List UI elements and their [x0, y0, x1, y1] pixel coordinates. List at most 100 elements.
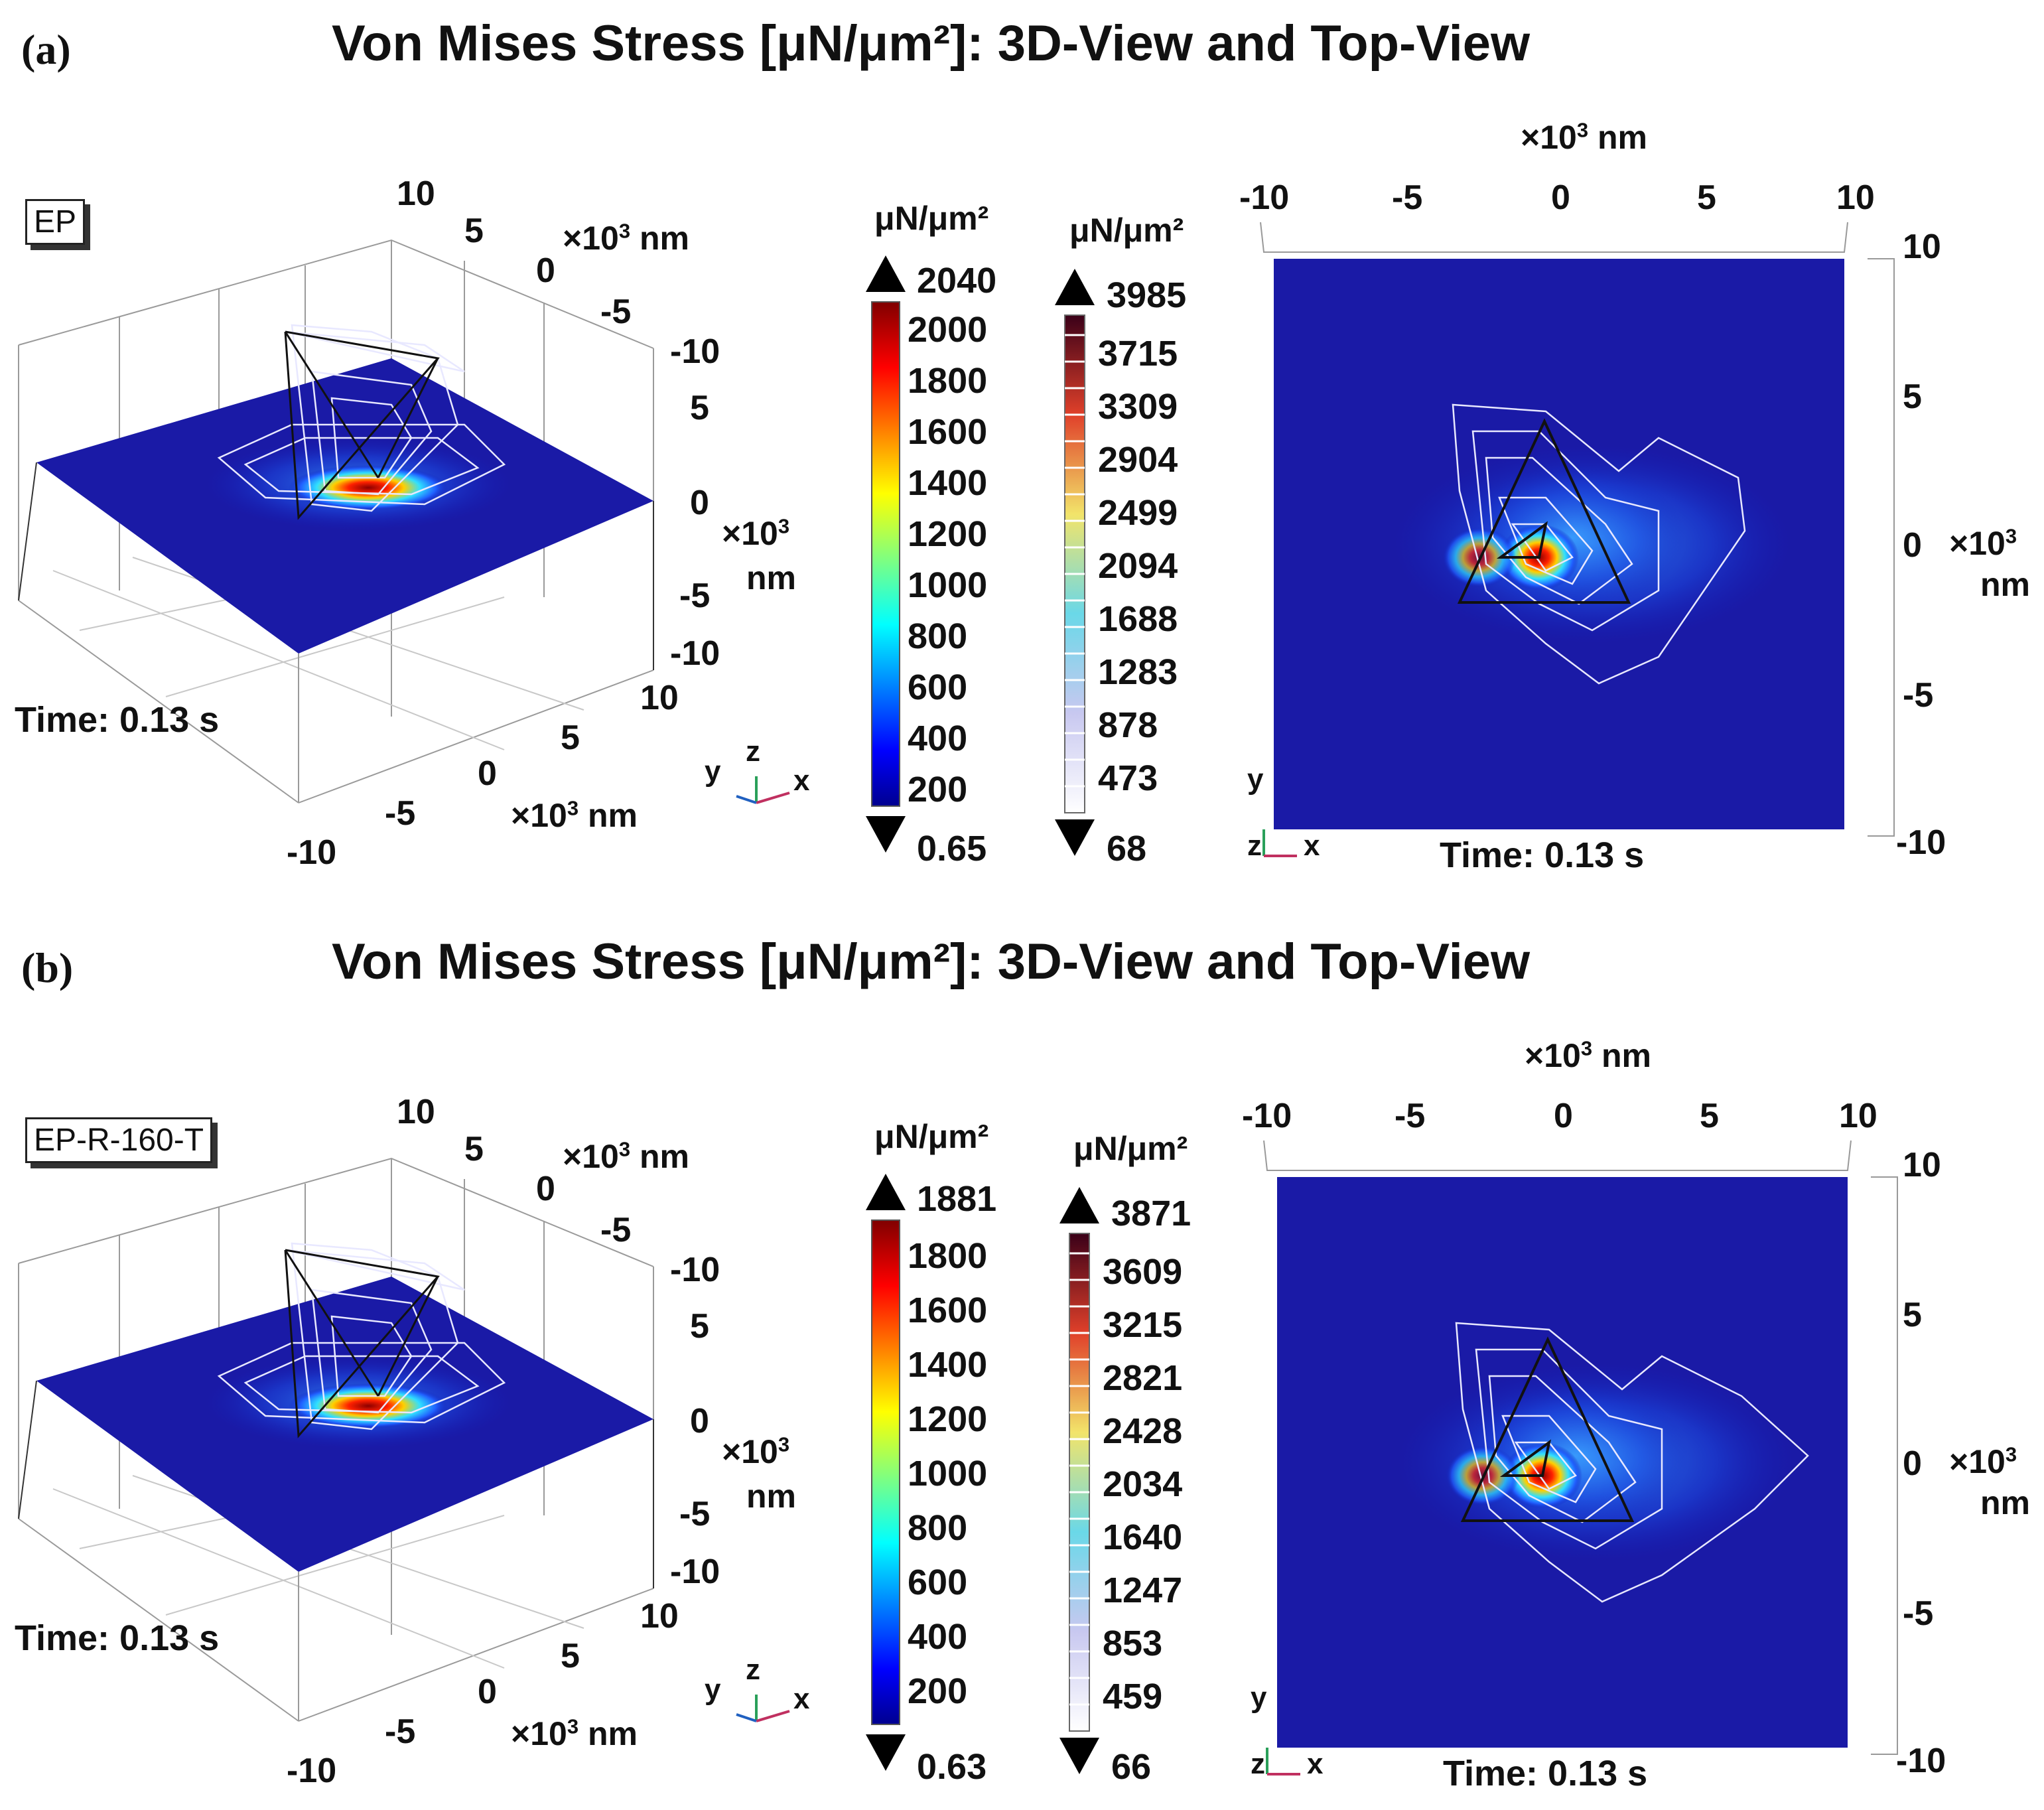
- time-top: Time: 0.13 s: [1443, 1754, 1648, 1793]
- top-ytick-0: 10: [1903, 1146, 1941, 1184]
- unit-z-nm: nm: [746, 1478, 796, 1515]
- view3d-frame: [18, 239, 790, 804]
- cb1-min: 0.63: [917, 1747, 987, 1787]
- cb1-tick: 600: [908, 1563, 968, 1602]
- cb2-unit: μN/μm²: [1069, 212, 1184, 249]
- top-ytick-3: -5: [1903, 1594, 1934, 1633]
- top-triad-x: x: [1304, 829, 1320, 862]
- top-unit-y-nm: nm: [1980, 566, 2030, 603]
- cb2-min: 68: [1107, 829, 1147, 869]
- tick-z-2: -5: [679, 577, 711, 615]
- triad-y: y: [705, 1673, 721, 1706]
- tick-z-3: -10: [670, 1553, 720, 1591]
- cb2-tick: 3715: [1098, 334, 1178, 374]
- tick-front-3: -5: [385, 794, 416, 833]
- tick-back-1: 5: [464, 212, 484, 250]
- top-triad-y: y: [1247, 763, 1264, 796]
- top-xtick-1: -5: [1392, 178, 1423, 217]
- cb1-tick: 200: [908, 770, 968, 809]
- cb2-tick: 1688: [1098, 599, 1178, 639]
- panel-label: (a): [21, 26, 71, 73]
- top-xtick-3: 5: [1697, 178, 1716, 217]
- panel-b: (b) Von Mises Stress [μN/μm²]: 3D-View a…: [0, 905, 2044, 1810]
- top-xtick-4: 10: [1839, 1097, 1877, 1135]
- tick-front-1: 5: [561, 719, 580, 757]
- top-xtick-0: -10: [1239, 178, 1290, 217]
- tick-front-4: -10: [287, 833, 337, 872]
- cb1-tick: 800: [908, 1508, 968, 1548]
- cb1-min: 0.65: [917, 829, 987, 869]
- cb2-tick: 878: [1098, 705, 1158, 745]
- cb2-tick: 459: [1103, 1677, 1163, 1716]
- cb1-unit: μN/μm²: [874, 1118, 989, 1155]
- top-ytick-1: 5: [1903, 1296, 1922, 1334]
- top-ytick-0: 10: [1903, 228, 1941, 266]
- tick-front-2: 0: [478, 1673, 497, 1711]
- panel-title: Von Mises Stress [μN/μm²]: 3D-View and T…: [332, 934, 1531, 990]
- cb2-bar: [1059, 1187, 1099, 1774]
- cb1-tick: 200: [908, 1671, 968, 1711]
- tick-front-3: -5: [385, 1712, 416, 1751]
- tick-z-0: 5: [690, 1307, 709, 1346]
- tick-back-0: 10: [397, 174, 435, 213]
- topview-plot: [1260, 222, 1895, 857]
- top-triad-z: z: [1247, 829, 1262, 862]
- cb1-tick: 1000: [908, 1454, 988, 1494]
- cb2-unit: μN/μm²: [1073, 1130, 1188, 1167]
- cb2-tick: 1640: [1103, 1517, 1183, 1557]
- cb2-tick: 1247: [1103, 1570, 1183, 1610]
- top-xtick-4: 10: [1836, 178, 1875, 217]
- cb1-tick: 1000: [908, 565, 988, 605]
- tick-z-1: 0: [690, 484, 709, 522]
- top-xtick-3: 5: [1700, 1097, 1719, 1135]
- cb1-bar: [866, 255, 906, 853]
- cb2-tick: 473: [1098, 758, 1158, 798]
- cb2-max: 3871: [1111, 1194, 1192, 1233]
- cb1-tick: 1400: [908, 1345, 988, 1385]
- triad-z: z: [746, 1653, 760, 1686]
- unit-front: ×103 nm: [511, 1714, 638, 1752]
- cb1-tick: 1600: [908, 1290, 988, 1330]
- top-ytick-1: 5: [1903, 378, 1922, 416]
- top-triad-z: z: [1251, 1748, 1265, 1780]
- cb1-tick: 400: [908, 1617, 968, 1657]
- cb1-tick: 600: [908, 667, 968, 707]
- triad-y: y: [705, 755, 721, 788]
- top-ytick-4: -10: [1896, 1742, 1946, 1780]
- top-triad-x: x: [1307, 1748, 1324, 1780]
- top-ytick-3: -5: [1903, 676, 1934, 715]
- tick-back-2: 0: [536, 251, 555, 290]
- cb1-tick: 800: [908, 616, 968, 656]
- cb2-max: 3985: [1107, 275, 1187, 315]
- triad-x: x: [793, 1683, 810, 1715]
- tick-z-1: 0: [690, 1402, 709, 1440]
- panel-a: (a) Von Mises Stress [μN/μm²]: 3D-View a…: [15, 15, 2030, 875]
- cb2-tick: 2499: [1098, 493, 1178, 533]
- top-xtick-0: -10: [1242, 1097, 1292, 1135]
- unit-z-nm: nm: [746, 559, 796, 596]
- panel-title: Von Mises Stress [μN/μm²]: 3D-View and T…: [332, 15, 1531, 72]
- unit-front: ×103 nm: [511, 796, 638, 834]
- tick-back-2: 0: [536, 1170, 555, 1208]
- triad-x: x: [793, 764, 810, 797]
- top-xtick-2: 0: [1551, 178, 1570, 217]
- time-top: Time: 0.13 s: [1440, 835, 1645, 875]
- cb1-max: 2040: [917, 261, 997, 301]
- cb2-tick: 2904: [1098, 440, 1178, 480]
- cb1-tick: 1200: [908, 514, 988, 554]
- top-xtick-1: -5: [1395, 1097, 1426, 1135]
- tick-back-0: 10: [397, 1093, 435, 1131]
- cb2-tick: 2094: [1098, 546, 1178, 586]
- tick-back-4: -10: [670, 1251, 720, 1289]
- top-ytick-2: 0: [1903, 526, 1922, 565]
- cb1-unit: μN/μm²: [874, 200, 989, 237]
- cb2-min: 66: [1111, 1747, 1152, 1787]
- cb1-tick: 2000: [908, 310, 988, 350]
- cb1-tick: 1600: [908, 412, 988, 452]
- top-unit-y: ×103: [1949, 524, 2017, 562]
- tick-back-3: -5: [600, 293, 632, 331]
- tick-back-3: -5: [600, 1211, 632, 1249]
- tick-z-2: -5: [679, 1495, 711, 1533]
- cb1-tick: 1800: [908, 1236, 988, 1276]
- cb2-bar: [1055, 269, 1095, 856]
